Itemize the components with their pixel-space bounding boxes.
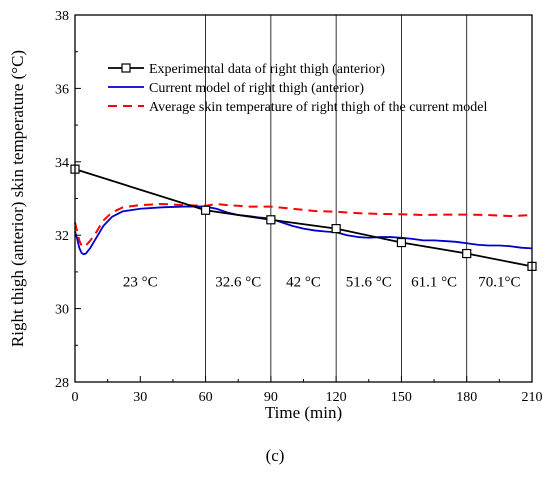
series-line-2 bbox=[74, 203, 533, 248]
temperature-label: 61.1 °C bbox=[411, 275, 457, 291]
temperature-label: 42 °C bbox=[286, 275, 321, 291]
temperature-annotations: 23 °C 32.6 °C 42 °C 51.6 °C 61.1 °C 70.1°C bbox=[123, 275, 521, 291]
y-tick-label: 28 bbox=[55, 376, 69, 391]
x-tick-label: 150 bbox=[391, 390, 412, 405]
legend-label: Current model of right thigh (anterior) bbox=[149, 81, 364, 96]
series-line-1 bbox=[74, 205, 533, 256]
data-marker bbox=[200, 205, 211, 215]
y-tick-label: 38 bbox=[55, 9, 69, 24]
time-phase-dividers bbox=[205, 15, 468, 382]
data-marker bbox=[462, 248, 472, 259]
x-tick-label: 60 bbox=[199, 390, 213, 405]
x-tick-label: 210 bbox=[522, 390, 543, 405]
data-marker bbox=[266, 215, 276, 225]
temperature-label: 32.6 °C bbox=[215, 275, 261, 291]
temperature-label: 51.6 °C bbox=[346, 275, 392, 291]
x-tick-label: 0 bbox=[72, 390, 79, 405]
legend-label: Experimental data of right thigh (anteri… bbox=[149, 62, 385, 77]
temperature-label: 23 °C bbox=[123, 275, 158, 291]
legend-marker bbox=[121, 63, 131, 73]
y-tick-label: 32 bbox=[55, 229, 69, 244]
x-tick-label: 30 bbox=[133, 390, 147, 405]
y-axis-ticks: 28 30 32 34 36 38 bbox=[55, 9, 81, 391]
x-tick-label: 90 bbox=[264, 390, 278, 405]
temperature-label: 70.1°C bbox=[478, 275, 520, 291]
panel-label: (c) bbox=[265, 446, 285, 465]
x-axis-ticks: 0 30 60 90 120 150 180 210 bbox=[72, 376, 543, 405]
data-marker bbox=[331, 223, 341, 234]
x-axis-label: Time (min) bbox=[265, 403, 342, 422]
x-tick-label: 120 bbox=[326, 390, 347, 405]
legend: Experimental data of right thigh (anteri… bbox=[108, 62, 487, 115]
y-tick-label: 34 bbox=[55, 156, 69, 171]
y-tick-label: 30 bbox=[55, 303, 69, 318]
x-tick-label: 180 bbox=[456, 390, 477, 405]
line-chart: 0 30 60 90 120 150 180 210 28 30 32 34 36 38 23 °C 32… bbox=[8, 9, 543, 422]
legend-label: Average skin temperature of right thigh … bbox=[149, 100, 487, 115]
series-layer bbox=[70, 164, 537, 271]
data-marker bbox=[396, 237, 407, 248]
y-tick-label: 36 bbox=[55, 82, 69, 97]
y-axis-label: Right thigh (anterior) skin temperature … bbox=[8, 50, 27, 347]
